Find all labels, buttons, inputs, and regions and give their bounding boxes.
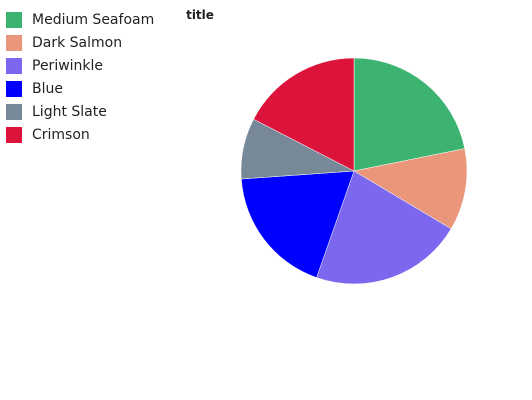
legend-label: Crimson: [32, 126, 90, 143]
legend-label: Medium Seafoam: [32, 11, 155, 28]
legend-label: Blue: [32, 80, 63, 97]
legend-item: Crimson: [6, 123, 154, 146]
pie-slice: [253, 57, 355, 172]
pie-slice: [353, 148, 468, 230]
legend-item: Periwinkle: [6, 54, 154, 77]
legend-label: Dark Salmon: [32, 34, 123, 51]
legend-swatch: [6, 57, 22, 74]
legend-swatch: [6, 34, 22, 51]
legend-swatch: [6, 126, 22, 143]
legend: Medium Seafoam Dark Salmon Periwinkle Blue L…: [6, 8, 154, 146]
legend-label: Light Slate: [32, 103, 107, 120]
legend-item: Light Slate: [6, 100, 154, 123]
pie-slice: [353, 57, 466, 172]
legend-item: Dark Salmon: [6, 31, 154, 54]
legend-item: Blue: [6, 77, 154, 100]
legend-swatch: [6, 103, 22, 120]
chart-title: title: [186, 8, 214, 22]
legend-swatch: [6, 11, 22, 28]
legend-swatch: [6, 80, 22, 97]
legend-item: Medium Seafoam: [6, 8, 154, 31]
legend-label: Periwinkle: [32, 57, 104, 74]
pie-slice: [241, 170, 355, 278]
pie-slice: [316, 170, 452, 285]
